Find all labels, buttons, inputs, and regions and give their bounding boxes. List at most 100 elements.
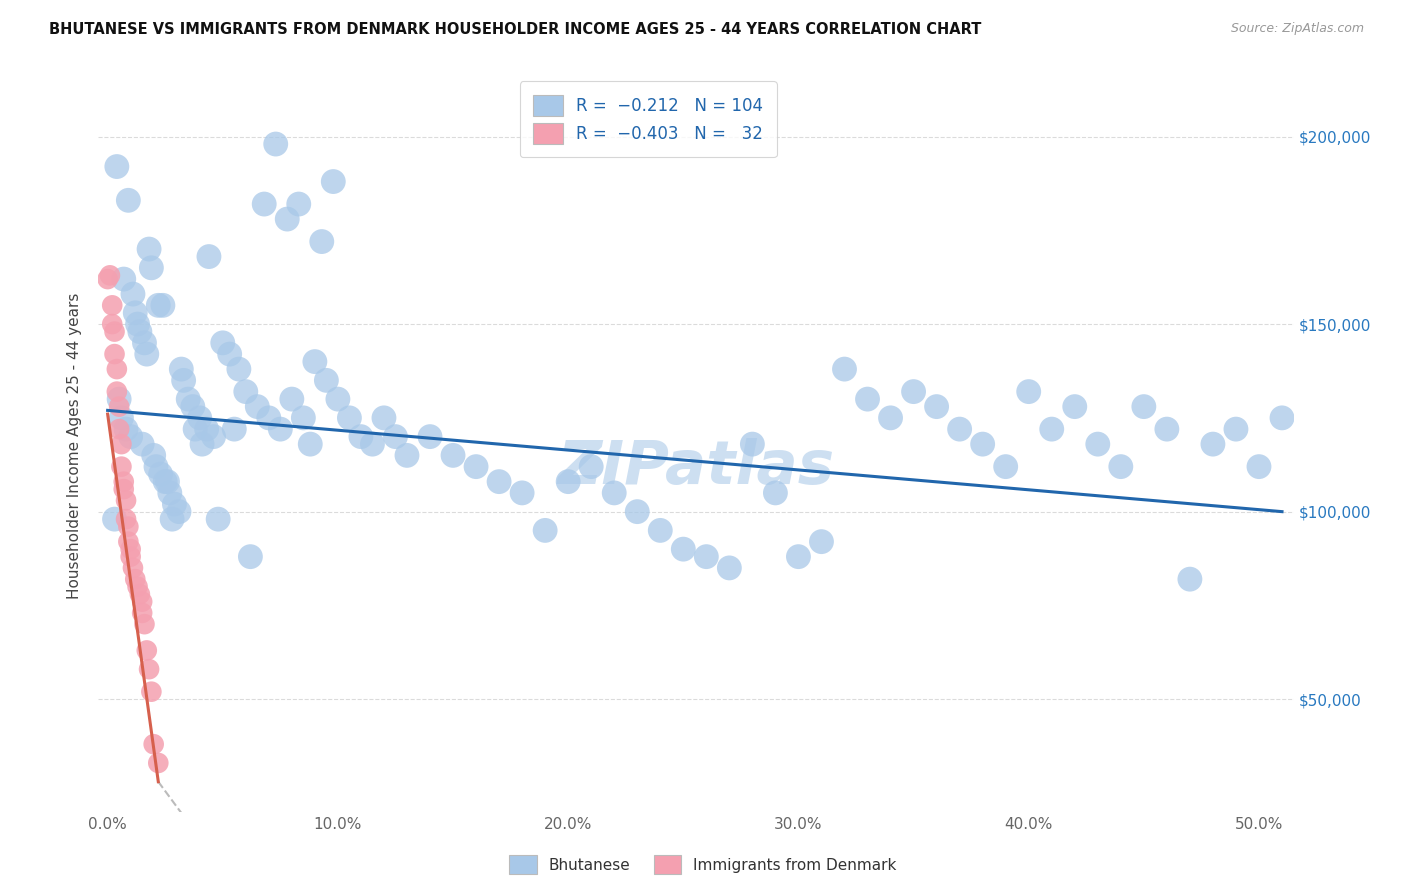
Point [122,287,145,301]
Point [141,260,163,275]
Point [315,373,337,387]
Point [131,595,153,609]
Point [361,437,384,451]
Point [127,580,149,594]
Point [160,512,183,526]
Point [112,475,135,489]
Point [695,549,717,564]
Point [787,549,810,564]
Point [122,561,145,575]
Point [103,325,125,339]
Point [135,643,157,657]
Point [419,429,441,443]
Point [626,505,648,519]
Text: Source: ZipAtlas.com: Source: ZipAtlas.com [1230,22,1364,36]
Legend: Bhutanese, Immigrants from Denmark: Bhutanese, Immigrants from Denmark [503,849,903,880]
Point [603,486,626,500]
Point [159,486,181,500]
Point [1271,410,1294,425]
Point [101,317,124,331]
Point [925,400,948,414]
Point [97,272,120,286]
Point [115,512,138,526]
Point [184,422,207,436]
Point [322,175,344,189]
Point [195,422,218,436]
Point [856,392,879,406]
Point [276,212,298,227]
Point [264,136,287,151]
Point [1178,572,1201,586]
Point [903,384,925,399]
Point [246,400,269,414]
Point [510,486,533,500]
Point [672,542,695,557]
Point [173,373,195,387]
Point [120,429,142,443]
Point [218,347,240,361]
Point [810,534,832,549]
Point [170,362,193,376]
Point [142,449,165,463]
Point [299,437,322,451]
Legend: R =  −0.212   N = 104, R =  −0.403   N =   32: R = −0.212 N = 104, R = −0.403 N = 32 [520,81,776,158]
Point [120,542,142,557]
Point [228,362,250,376]
Point [373,410,395,425]
Point [304,354,326,368]
Point [134,617,156,632]
Point [191,437,214,451]
Point [108,422,131,436]
Point [269,422,291,436]
Point [1040,422,1063,436]
Point [488,475,510,489]
Point [879,410,901,425]
Point [108,392,131,406]
Point [287,197,309,211]
Point [138,662,160,676]
Point [1087,437,1109,451]
Point [152,298,174,312]
Point [148,756,170,770]
Point [124,572,146,586]
Point [311,235,333,249]
Point [395,449,418,463]
Point [292,410,315,425]
Point [141,684,163,698]
Point [235,384,257,399]
Point [534,524,557,538]
Point [1225,422,1247,436]
Point [131,606,153,620]
Point [124,306,146,320]
Point [108,400,131,414]
Point [281,392,304,406]
Point [465,459,488,474]
Point [1109,459,1132,474]
Point [557,475,579,489]
Point [650,524,672,538]
Point [350,429,373,443]
Point [101,298,124,312]
Point [148,298,170,312]
Point [198,250,221,264]
Point [138,242,160,256]
Point [972,437,994,451]
Point [117,519,139,533]
Point [188,410,211,425]
Point [1018,384,1040,399]
Point [441,449,464,463]
Point [1247,459,1270,474]
Point [127,317,149,331]
Point [142,737,165,751]
Point [181,400,204,414]
Point [110,410,132,425]
Point [156,475,179,489]
Point [112,272,135,286]
Point [115,493,138,508]
Point [741,437,763,451]
Point [110,459,132,474]
Point [239,549,262,564]
Point [202,429,225,443]
Point [128,325,150,339]
Point [112,482,135,496]
